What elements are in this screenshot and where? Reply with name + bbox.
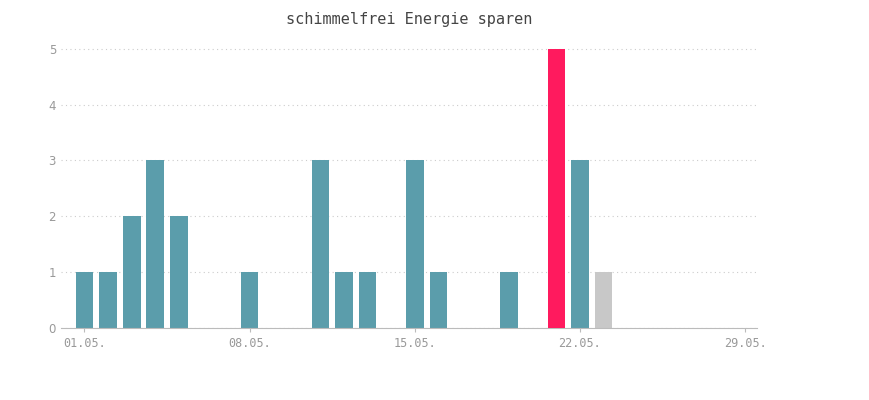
Bar	[76, 272, 93, 328]
Bar	[99, 272, 116, 328]
Bar	[146, 160, 164, 328]
Bar	[547, 49, 565, 328]
Bar	[311, 160, 328, 328]
Bar	[123, 216, 141, 328]
Bar	[547, 272, 565, 328]
Title: schimmelfrei Energie sparen: schimmelfrei Energie sparen	[285, 12, 532, 27]
Bar	[570, 160, 588, 328]
Bar	[241, 272, 258, 328]
Bar	[429, 272, 447, 328]
Bar	[594, 272, 612, 328]
Bar	[169, 216, 188, 328]
Bar	[406, 160, 423, 328]
Bar	[500, 272, 517, 328]
Bar	[358, 272, 376, 328]
Bar	[335, 272, 353, 328]
